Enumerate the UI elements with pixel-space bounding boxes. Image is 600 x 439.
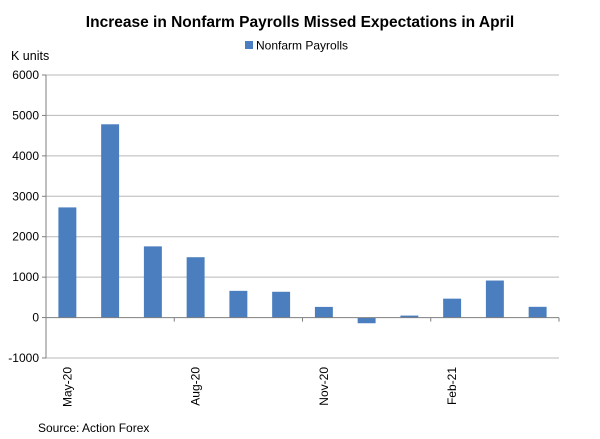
bar-jan-21 bbox=[400, 315, 419, 318]
x-tick-label: Nov-20 bbox=[317, 367, 331, 406]
legend: Nonfarm Payrolls bbox=[245, 39, 348, 53]
bar-apr-21 bbox=[528, 306, 547, 318]
legend-label: Nonfarm Payrolls bbox=[256, 39, 348, 53]
bar-aug-20 bbox=[186, 257, 205, 318]
y-axis-unit-label: K units bbox=[11, 49, 49, 63]
y-tick-labels: -1000 0 1000 2000 3000 4000 5000 6000 bbox=[8, 68, 39, 365]
source-note: Source: Action Forex bbox=[38, 421, 149, 435]
axes bbox=[42, 74, 560, 359]
y-tick-label: 2000 bbox=[12, 230, 39, 244]
y-tick-label: -1000 bbox=[8, 351, 39, 365]
x-tick-label: Aug-20 bbox=[189, 367, 203, 406]
y-tick-label: 1000 bbox=[12, 270, 39, 284]
bar-oct-20 bbox=[272, 291, 291, 318]
legend-swatch bbox=[245, 41, 253, 49]
bar-feb-21 bbox=[443, 298, 462, 318]
y-tick-label: 3000 bbox=[12, 189, 39, 203]
bar-nov-20 bbox=[314, 306, 333, 318]
bar-sep-20 bbox=[229, 290, 248, 318]
y-tick-label: 6000 bbox=[12, 68, 39, 82]
x-tick-labels: May-20 Aug-20 Nov-20 Feb-21 bbox=[60, 367, 459, 407]
x-tick-label: Feb-21 bbox=[445, 367, 459, 405]
y-tick-label: 0 bbox=[32, 311, 39, 325]
y-tick-label: 5000 bbox=[12, 108, 39, 122]
bar-mar-21 bbox=[485, 280, 504, 318]
y-tick-label: 4000 bbox=[12, 149, 39, 163]
chart-title: Increase in Nonfarm Payrolls Missed Expe… bbox=[86, 14, 514, 31]
bar-jun-20 bbox=[101, 124, 120, 318]
bars bbox=[58, 124, 547, 324]
bar-dec-20 bbox=[357, 317, 376, 324]
x-tick-label: May-20 bbox=[60, 367, 74, 407]
gridlines bbox=[46, 74, 559, 359]
bar-may-20 bbox=[58, 207, 77, 318]
bar-jul-20 bbox=[143, 246, 162, 318]
